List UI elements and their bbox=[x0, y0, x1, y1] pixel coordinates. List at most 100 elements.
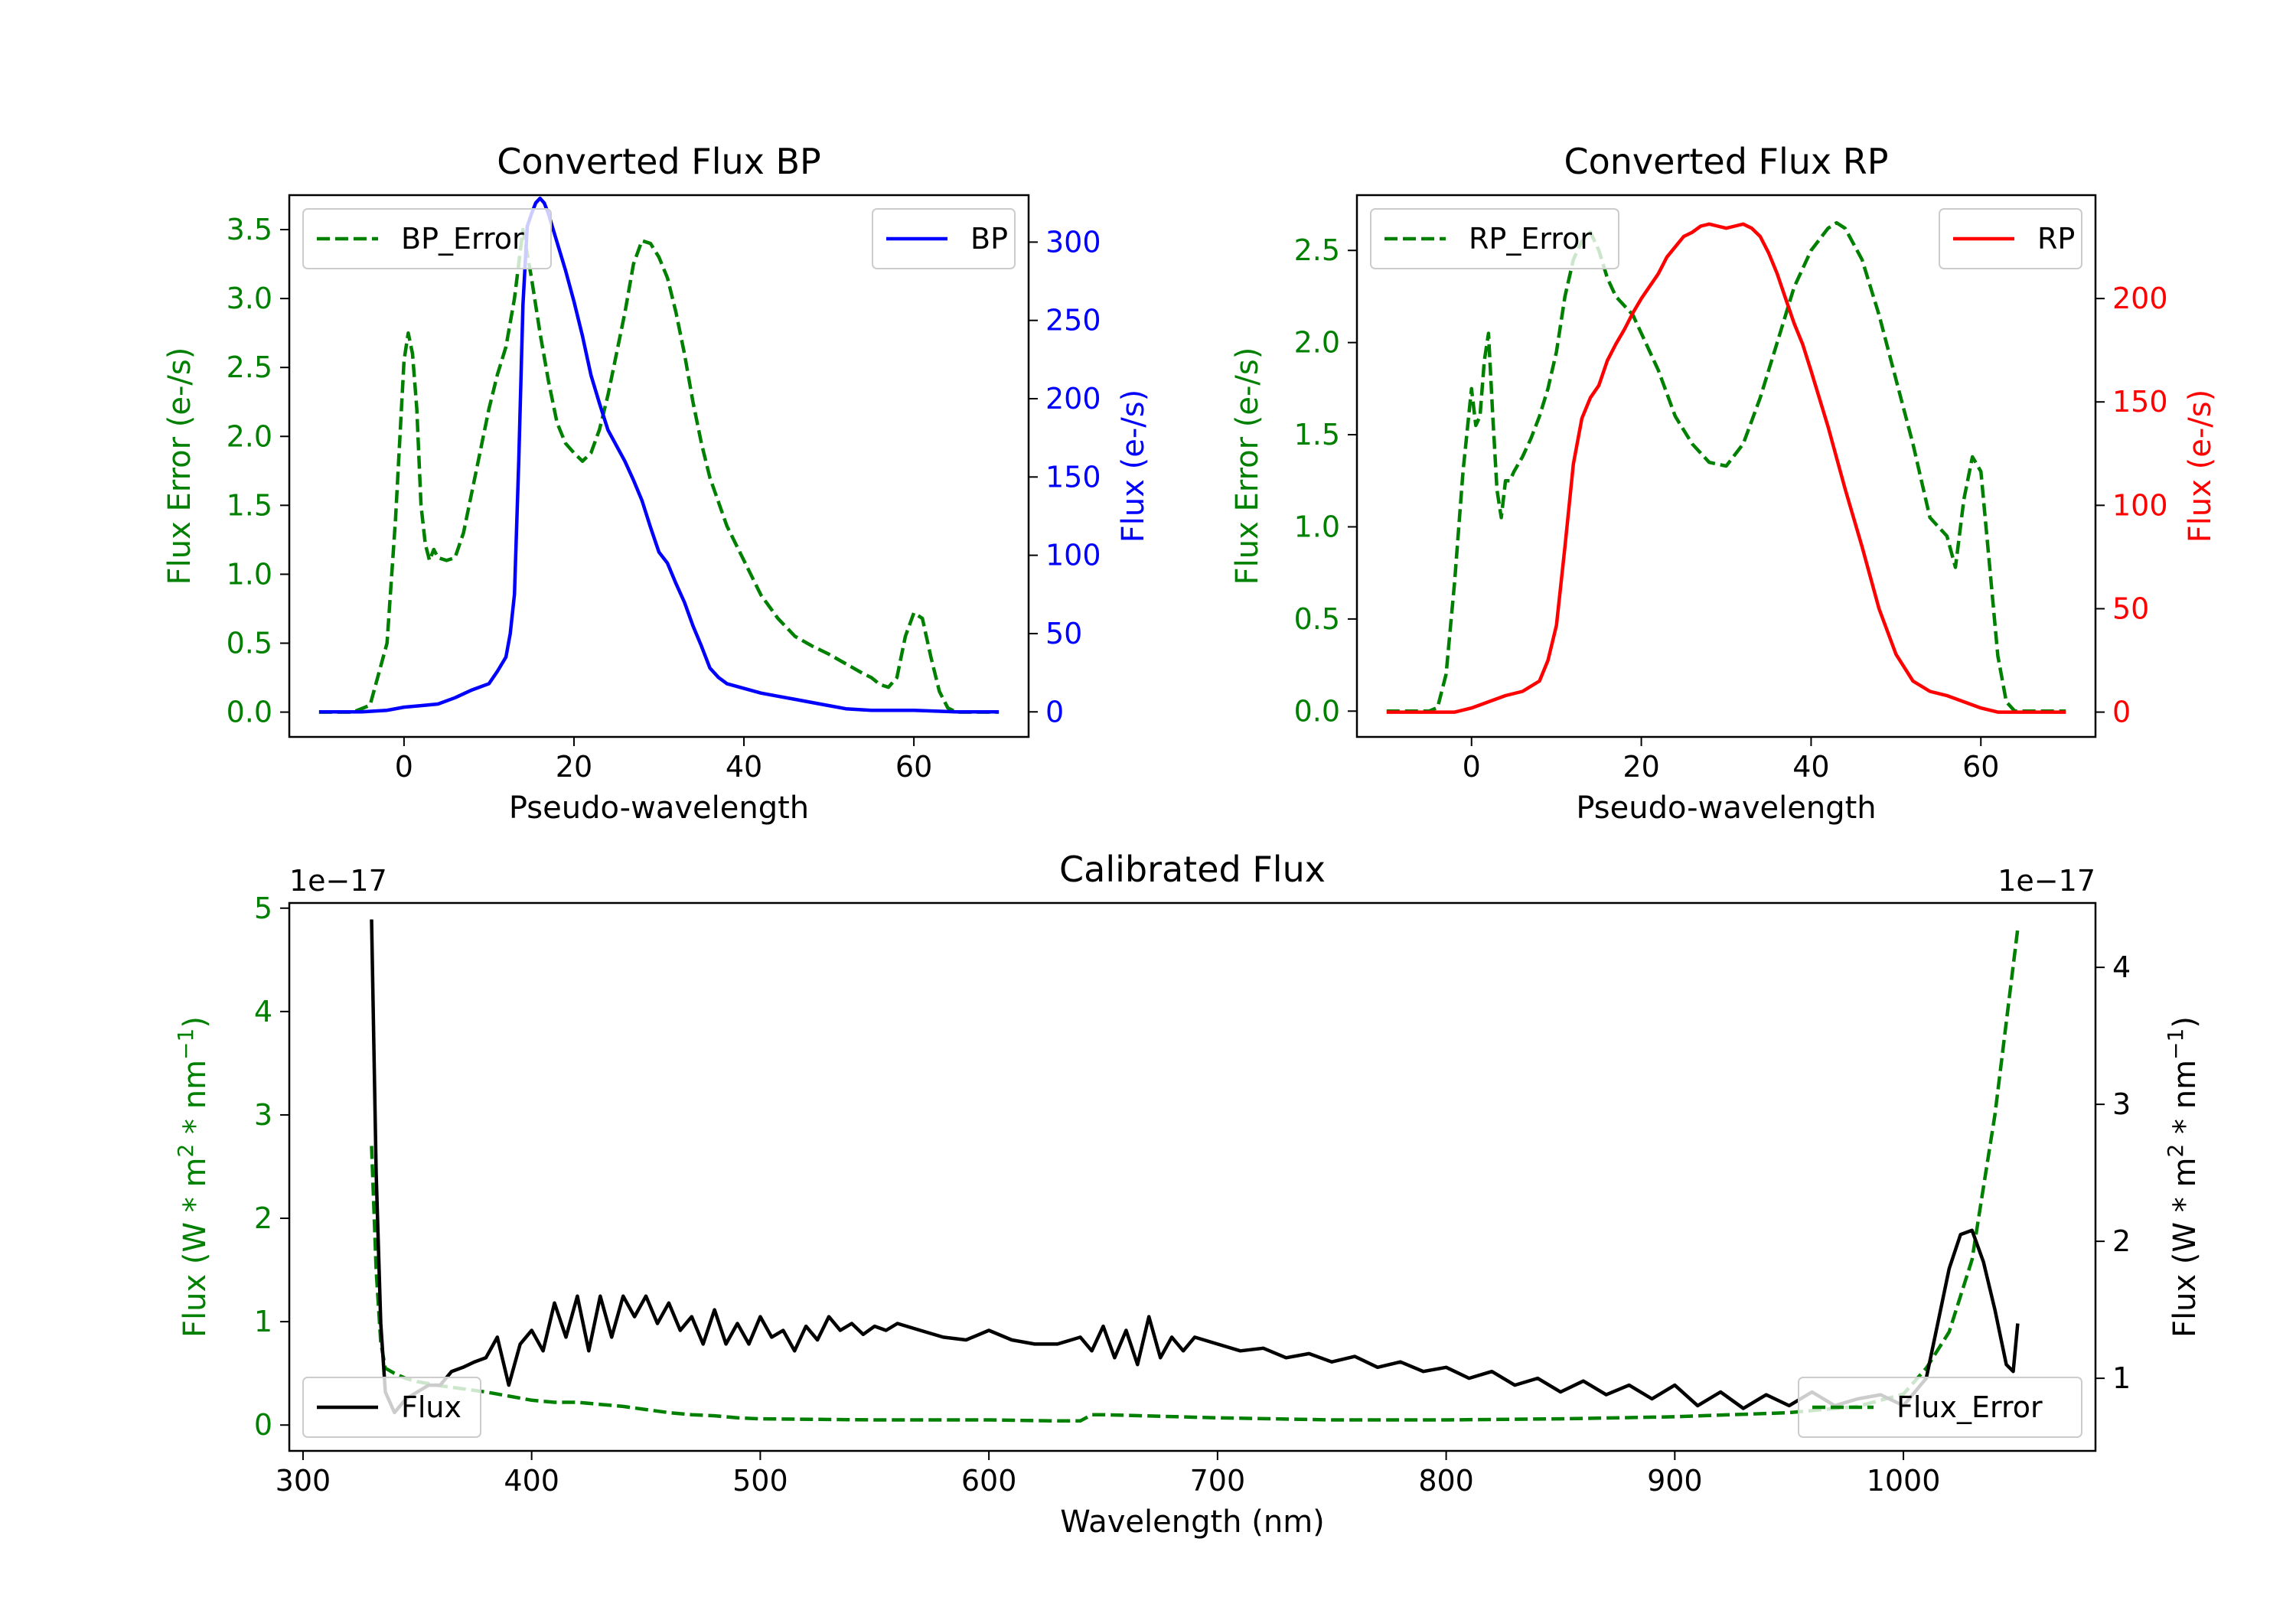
legend-rp: RP bbox=[1939, 208, 2082, 269]
series-bp bbox=[318, 196, 1000, 714]
left-tick-label: 1.5 bbox=[227, 488, 272, 522]
legend-flux: Flux bbox=[302, 1377, 481, 1438]
left-tick-label: 0.5 bbox=[227, 626, 272, 660]
legend-bp-error: BP_Error bbox=[302, 208, 552, 269]
legend-label: RP bbox=[2037, 222, 2075, 256]
x-tick-label: 300 bbox=[276, 1464, 331, 1498]
legend-label: RP_Error bbox=[1469, 222, 1592, 256]
legend-box bbox=[1798, 1377, 2082, 1438]
x-tick-label: 700 bbox=[1190, 1464, 1246, 1498]
legend-box bbox=[1370, 208, 1619, 269]
x-tick-label: 500 bbox=[732, 1464, 788, 1498]
left-tick-label: 0.0 bbox=[227, 696, 272, 729]
chart-layer: 0 20 40 60Pseudo-wavelength0.00.51.01.52.02… bbox=[162, 141, 2218, 1540]
plot-frame bbox=[1355, 194, 2097, 738]
chart-title: Converted Flux BP bbox=[497, 141, 821, 182]
superscript: −1 bbox=[173, 1028, 198, 1060]
chart-title: Converted Flux RP bbox=[1564, 141, 1889, 182]
left-axis-label: Flux (W * m2 * nm−1) bbox=[173, 1016, 214, 1338]
right-axis-label: Flux (e-/s) bbox=[2183, 390, 2218, 543]
right-tick-label: 150 bbox=[2112, 385, 2168, 419]
x-tick-label: 400 bbox=[504, 1464, 559, 1498]
left-tick-label: 2.0 bbox=[227, 419, 272, 453]
label-part: * nm bbox=[2167, 1060, 2203, 1144]
legend-bp: BP bbox=[872, 208, 1016, 269]
left-tick-label: 3.0 bbox=[227, 282, 272, 315]
left-axis-label: Flux Error (e-/s) bbox=[162, 347, 197, 585]
left-tick-label: 3.5 bbox=[227, 213, 272, 246]
label-part: * nm bbox=[178, 1060, 213, 1144]
x-tick-label: 1000 bbox=[1867, 1464, 1941, 1498]
x-tick-label: 40 bbox=[1792, 750, 1829, 784]
x-tick-label: 0 bbox=[395, 750, 413, 784]
legend-label: BP_Error bbox=[401, 222, 524, 256]
left-tick-label: 2 bbox=[254, 1201, 272, 1235]
right-tick-label: 150 bbox=[1045, 460, 1101, 494]
left-tick-label: 1.5 bbox=[1294, 418, 1340, 451]
label-part: Flux (W * m bbox=[178, 1158, 213, 1338]
legend-box bbox=[302, 1377, 481, 1438]
right-tick-label: 0 bbox=[1045, 695, 1064, 729]
series-flux bbox=[370, 919, 2020, 1415]
left-tick-label: 0.0 bbox=[1294, 694, 1340, 728]
x-tick-label: 40 bbox=[726, 750, 762, 784]
right-tick-label: 100 bbox=[2112, 488, 2168, 522]
legend-flux-error: Flux_Error bbox=[1798, 1377, 2082, 1438]
left-tick-label: 3 bbox=[254, 1098, 272, 1132]
right-axis-label: Flux (W * m2 * nm−1) bbox=[2163, 1016, 2203, 1338]
right-tick-label: 250 bbox=[1045, 304, 1101, 337]
right-tick-label: 100 bbox=[1045, 539, 1101, 572]
left-tick-label: 2.5 bbox=[227, 350, 272, 384]
right-tick-label: 1 bbox=[2112, 1361, 2131, 1395]
right-tick-label: 200 bbox=[1045, 382, 1101, 416]
label-part: ) bbox=[178, 1016, 213, 1028]
legend-label: BP bbox=[970, 222, 1008, 256]
left-tick-label: 1.0 bbox=[227, 557, 272, 591]
left-tick-label: 1 bbox=[254, 1305, 272, 1338]
left-offset-label: 1e−17 bbox=[289, 864, 387, 898]
x-tick-label: 900 bbox=[1647, 1464, 1703, 1498]
plot-frame bbox=[288, 901, 2097, 1452]
left-tick-label: 4 bbox=[254, 995, 272, 1028]
legend-label: Flux_Error bbox=[1896, 1390, 2043, 1424]
label-part: ) bbox=[2167, 1016, 2203, 1028]
series-rp bbox=[1386, 222, 2066, 714]
superscript: −1 bbox=[2163, 1028, 2188, 1060]
superscript: 2 bbox=[2163, 1144, 2188, 1158]
x-tick-label: 20 bbox=[556, 750, 592, 784]
right-tick-label: 0 bbox=[2112, 696, 2131, 729]
left-tick-label: 2.5 bbox=[1294, 233, 1340, 267]
chart-rp: 0 20 40 60 Pseudo-wavelength 0.0 0.5 1.0 1.5 2.0 2… bbox=[1230, 141, 2218, 826]
x-axis-label: Pseudo-wavelength bbox=[509, 790, 809, 826]
right-tick-label: 3 bbox=[2112, 1087, 2131, 1121]
left-tick-label: 0 bbox=[254, 1408, 272, 1442]
plot-frame bbox=[288, 194, 1030, 738]
x-tick-label: 600 bbox=[961, 1464, 1017, 1498]
legend-rp-error: RP_Error bbox=[1370, 208, 1619, 269]
chart-title: Calibrated Flux bbox=[1059, 849, 1326, 890]
chart-bp: 0 20 40 60 Pseudo-wavelength 0.0 0.5 1.0 1.5 2.0 2… bbox=[162, 141, 1151, 826]
x-tick-label: 0 bbox=[1463, 750, 1481, 784]
x-tick-label: 60 bbox=[1962, 750, 1999, 784]
left-tick-label: 0.5 bbox=[1294, 602, 1340, 636]
right-tick-label: 4 bbox=[2112, 950, 2131, 984]
legend-label: Flux bbox=[401, 1390, 461, 1424]
left-axis-label: Flux Error (e-/s) bbox=[1230, 347, 1265, 585]
x-axis-label: Wavelength (nm) bbox=[1060, 1504, 1325, 1540]
right-tick-label: 50 bbox=[2112, 592, 2149, 625]
chart-calib: 300 400 500 600 700 800 900 1000 Wavelength (nm)… bbox=[173, 849, 2203, 1540]
superscript: 2 bbox=[173, 1144, 198, 1158]
x-tick-label: 800 bbox=[1418, 1464, 1474, 1498]
left-tick-label: 1.0 bbox=[1294, 510, 1340, 543]
right-tick-label: 200 bbox=[2112, 282, 2168, 315]
label-part: Flux (W * m bbox=[2167, 1158, 2203, 1338]
series-bp-error bbox=[318, 227, 1000, 714]
right-axis-label: Flux (e-/s) bbox=[1116, 390, 1151, 543]
left-tick-label: 2.0 bbox=[1294, 326, 1340, 360]
x-axis-label: Pseudo-wavelength bbox=[1576, 790, 1876, 826]
right-tick-label: 2 bbox=[2112, 1224, 2131, 1258]
legend-box bbox=[302, 208, 552, 269]
x-tick-label: 20 bbox=[1623, 750, 1659, 784]
x-tick-label: 60 bbox=[895, 750, 932, 784]
